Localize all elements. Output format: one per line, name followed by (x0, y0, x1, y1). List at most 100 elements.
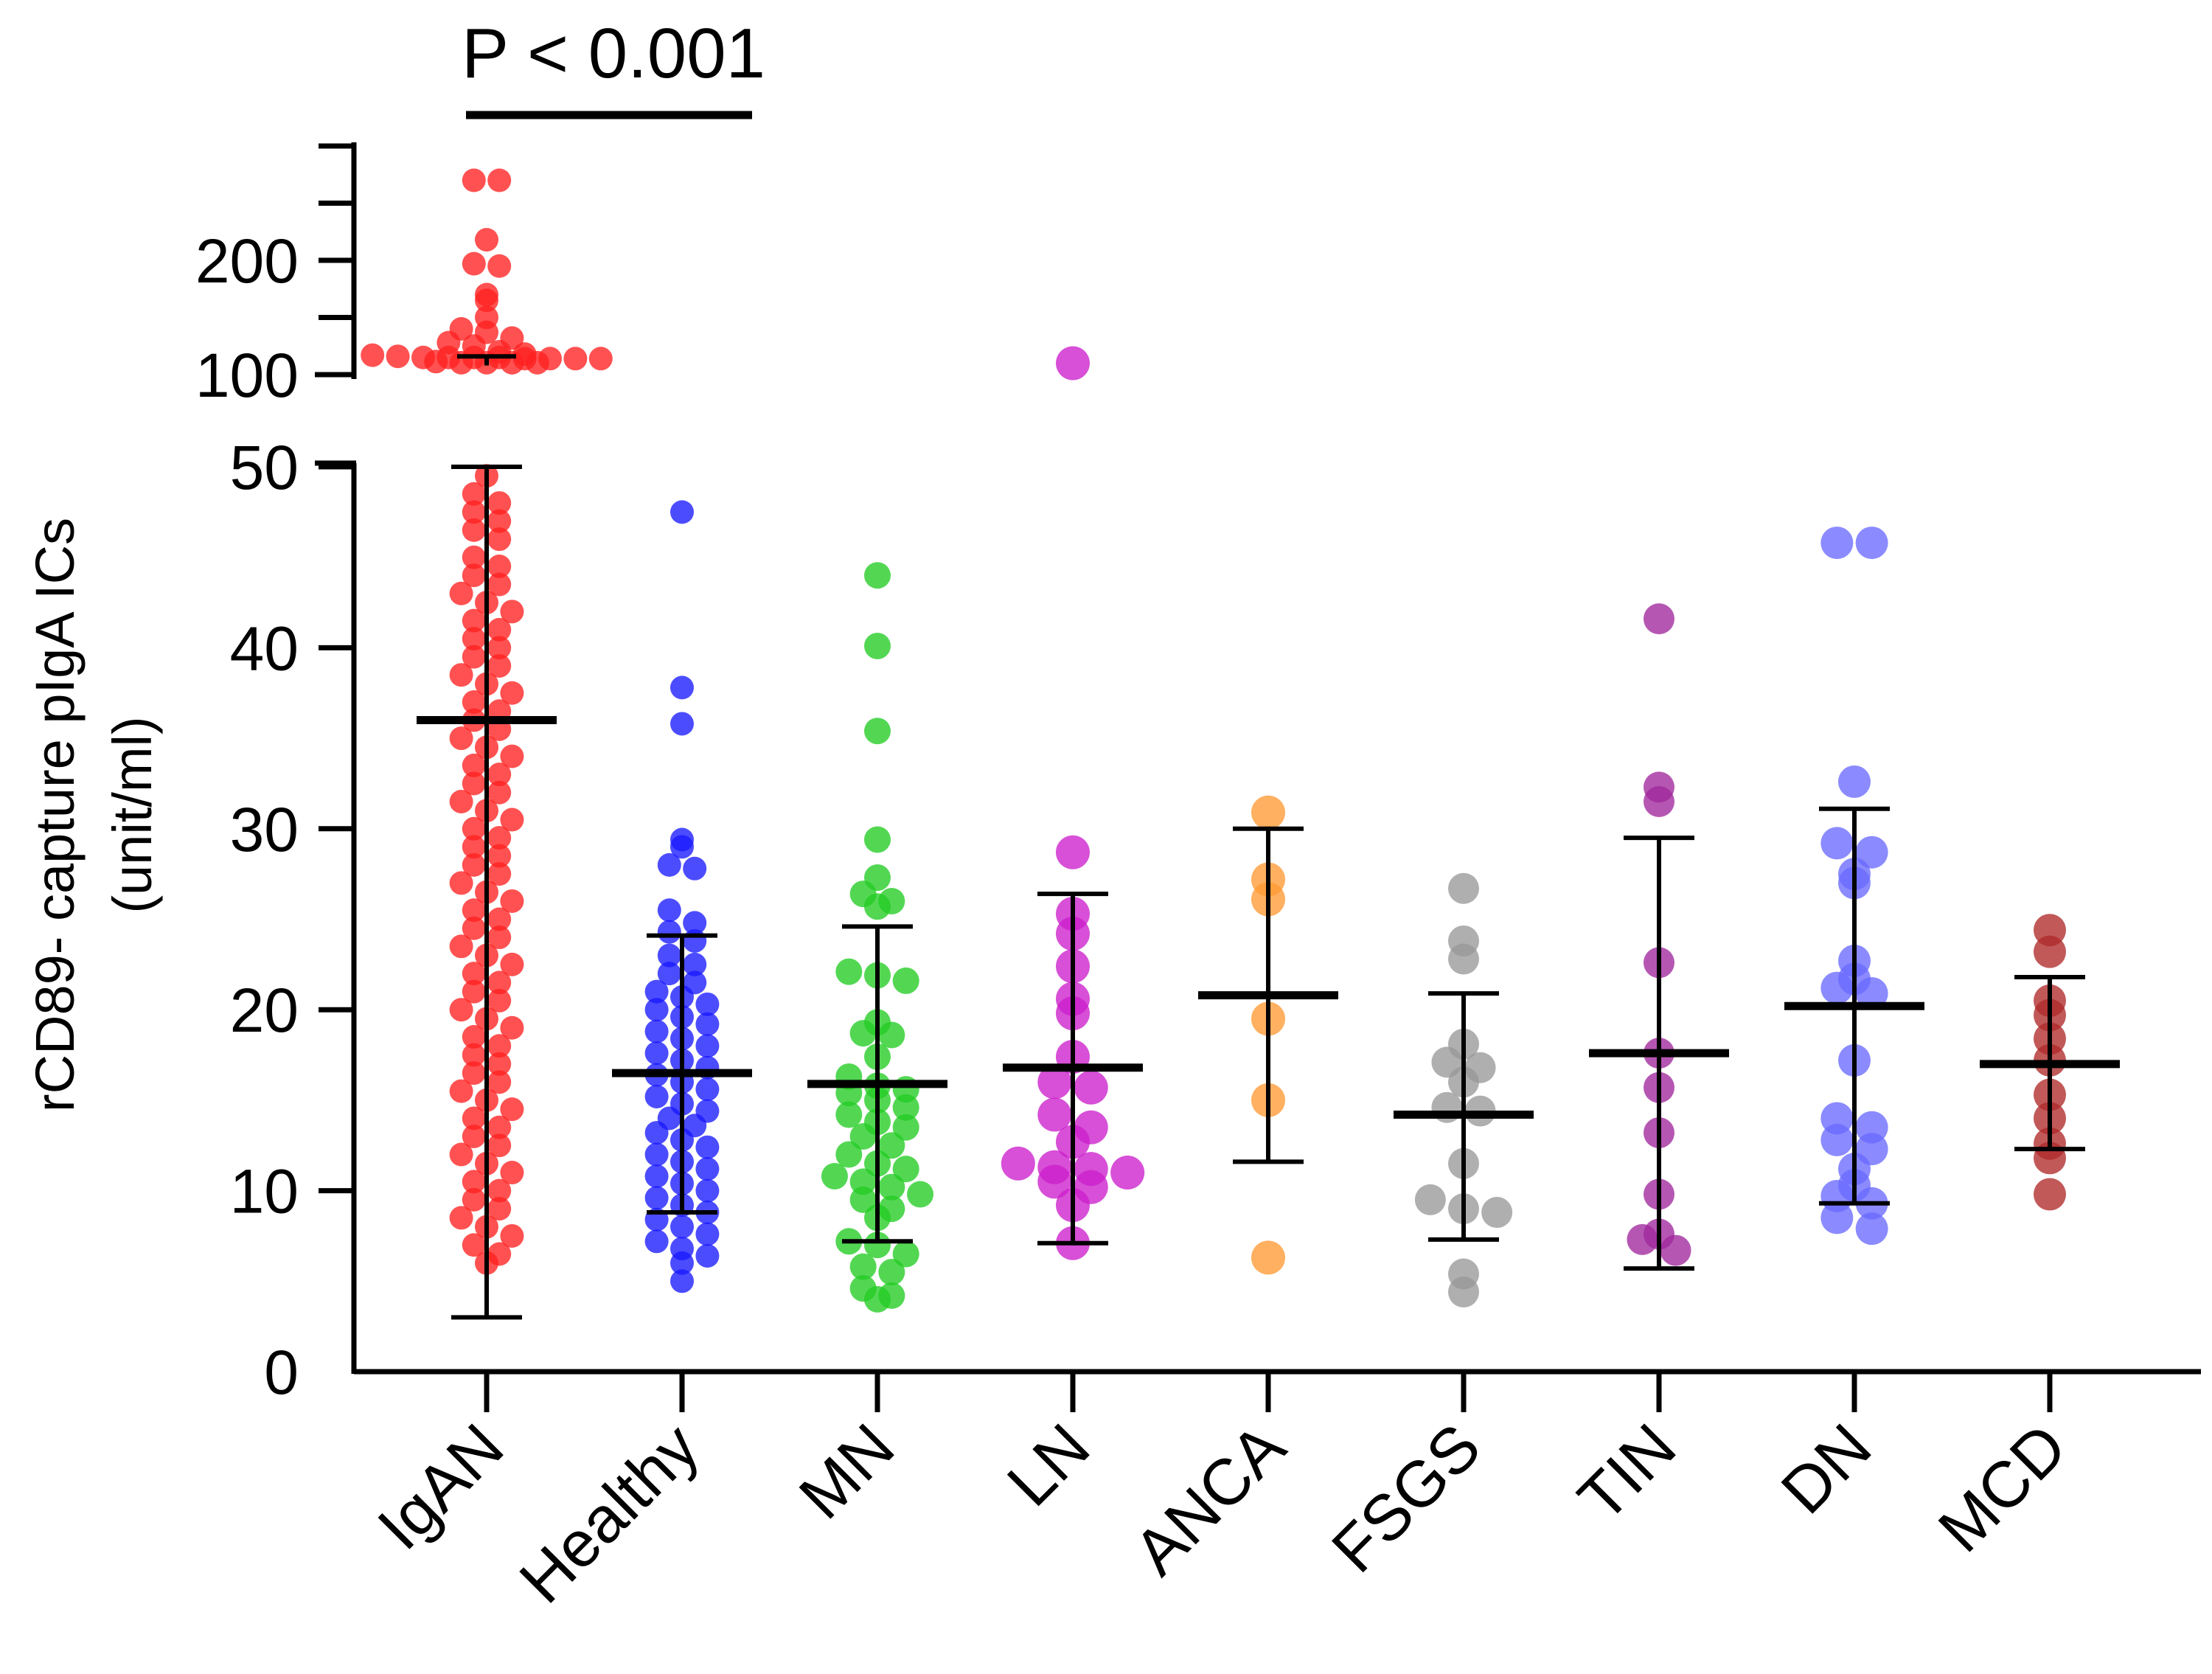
data-point (2034, 1178, 2066, 1211)
data-point (449, 581, 473, 605)
data-point (462, 168, 486, 192)
data-point (864, 1232, 891, 1259)
data-point (1414, 1184, 1446, 1215)
data-point (487, 1070, 512, 1094)
data-point (878, 887, 905, 914)
x-category-label: TIN (1564, 1409, 1689, 1535)
data-point (563, 347, 588, 371)
data-point (2034, 914, 2066, 947)
x-category-label: LN (993, 1409, 1104, 1520)
data-point (695, 1222, 720, 1246)
data-point (462, 962, 486, 986)
data-point (500, 326, 524, 350)
data-point (849, 1253, 877, 1280)
y-tick-label: 200 (195, 226, 299, 296)
data-point (487, 925, 512, 950)
data-point (449, 1142, 473, 1167)
data-point (462, 482, 486, 506)
points-layer (361, 168, 2066, 1313)
data-point (1037, 1097, 1072, 1132)
data-point (462, 627, 486, 651)
data-point (644, 1229, 669, 1254)
y-tick-label: 10 (230, 1157, 299, 1226)
data-point (487, 572, 512, 597)
data-point (462, 1061, 486, 1086)
y-tick-label: 40 (230, 614, 299, 683)
data-point (462, 1106, 486, 1131)
data-point (1074, 1110, 1108, 1145)
data-point (487, 1034, 512, 1058)
data-point (588, 347, 613, 371)
data-point (864, 864, 891, 892)
data-point (864, 826, 891, 853)
data-point (670, 1215, 694, 1239)
data-point (644, 1164, 669, 1188)
data-point (683, 952, 707, 976)
data-point (1074, 1152, 1108, 1187)
data-point (878, 1173, 905, 1201)
data-point (1820, 827, 1854, 860)
data-point (892, 1240, 919, 1268)
data-point (1855, 836, 1888, 869)
data-point (449, 726, 473, 751)
data-point (462, 608, 486, 633)
data-point (878, 1282, 905, 1309)
data-point (462, 852, 486, 877)
data-point (1037, 1150, 1072, 1184)
data-point (864, 718, 891, 745)
data-point (1464, 1052, 1496, 1083)
data-point (821, 1162, 848, 1189)
data-point (683, 856, 707, 881)
data-point (1855, 527, 1888, 560)
data-point (462, 1025, 486, 1049)
p-value-annotation: P < 0.001 (462, 14, 765, 93)
data-point (475, 305, 498, 330)
y-tick-label: 0 (264, 1338, 299, 1407)
data-point (892, 1114, 919, 1141)
data-point (644, 1142, 669, 1167)
x-category-label: ANCA (1120, 1409, 1299, 1588)
data-point (695, 1034, 720, 1058)
data-point (500, 744, 524, 768)
data-point (500, 600, 524, 624)
data-point (1448, 1258, 1479, 1290)
data-point (487, 1115, 512, 1139)
data-point (878, 1195, 905, 1223)
data-point (670, 827, 694, 852)
data-point (462, 645, 486, 669)
data-point (487, 826, 512, 850)
data-point (1251, 1240, 1285, 1275)
data-point (462, 1043, 486, 1067)
data-point (487, 491, 512, 515)
data-point (487, 1197, 512, 1221)
data-point (500, 1161, 524, 1185)
data-point (487, 844, 512, 868)
data-point (487, 527, 512, 552)
y-tick-label: 100 (195, 341, 299, 410)
data-point (695, 1178, 720, 1203)
data-point (1448, 925, 1479, 956)
data-point (500, 952, 524, 976)
data-point (386, 344, 410, 369)
data-point (487, 554, 512, 578)
data-point (487, 653, 512, 678)
data-point (487, 1133, 512, 1158)
data-point (487, 763, 512, 787)
data-point (695, 1157, 720, 1181)
data-point (1251, 795, 1285, 830)
data-point (892, 967, 919, 994)
data-point (878, 1259, 905, 1286)
data-point (657, 898, 681, 923)
data-point (644, 1019, 669, 1043)
data-point (670, 500, 694, 524)
data-point (462, 545, 486, 569)
data-point (1110, 1156, 1145, 1190)
data-point (683, 970, 707, 995)
data-point (449, 871, 473, 895)
data-point (835, 1101, 863, 1128)
data-point (487, 988, 512, 1013)
data-point (1644, 771, 1674, 803)
data-point (462, 500, 486, 524)
data-point (462, 518, 486, 542)
